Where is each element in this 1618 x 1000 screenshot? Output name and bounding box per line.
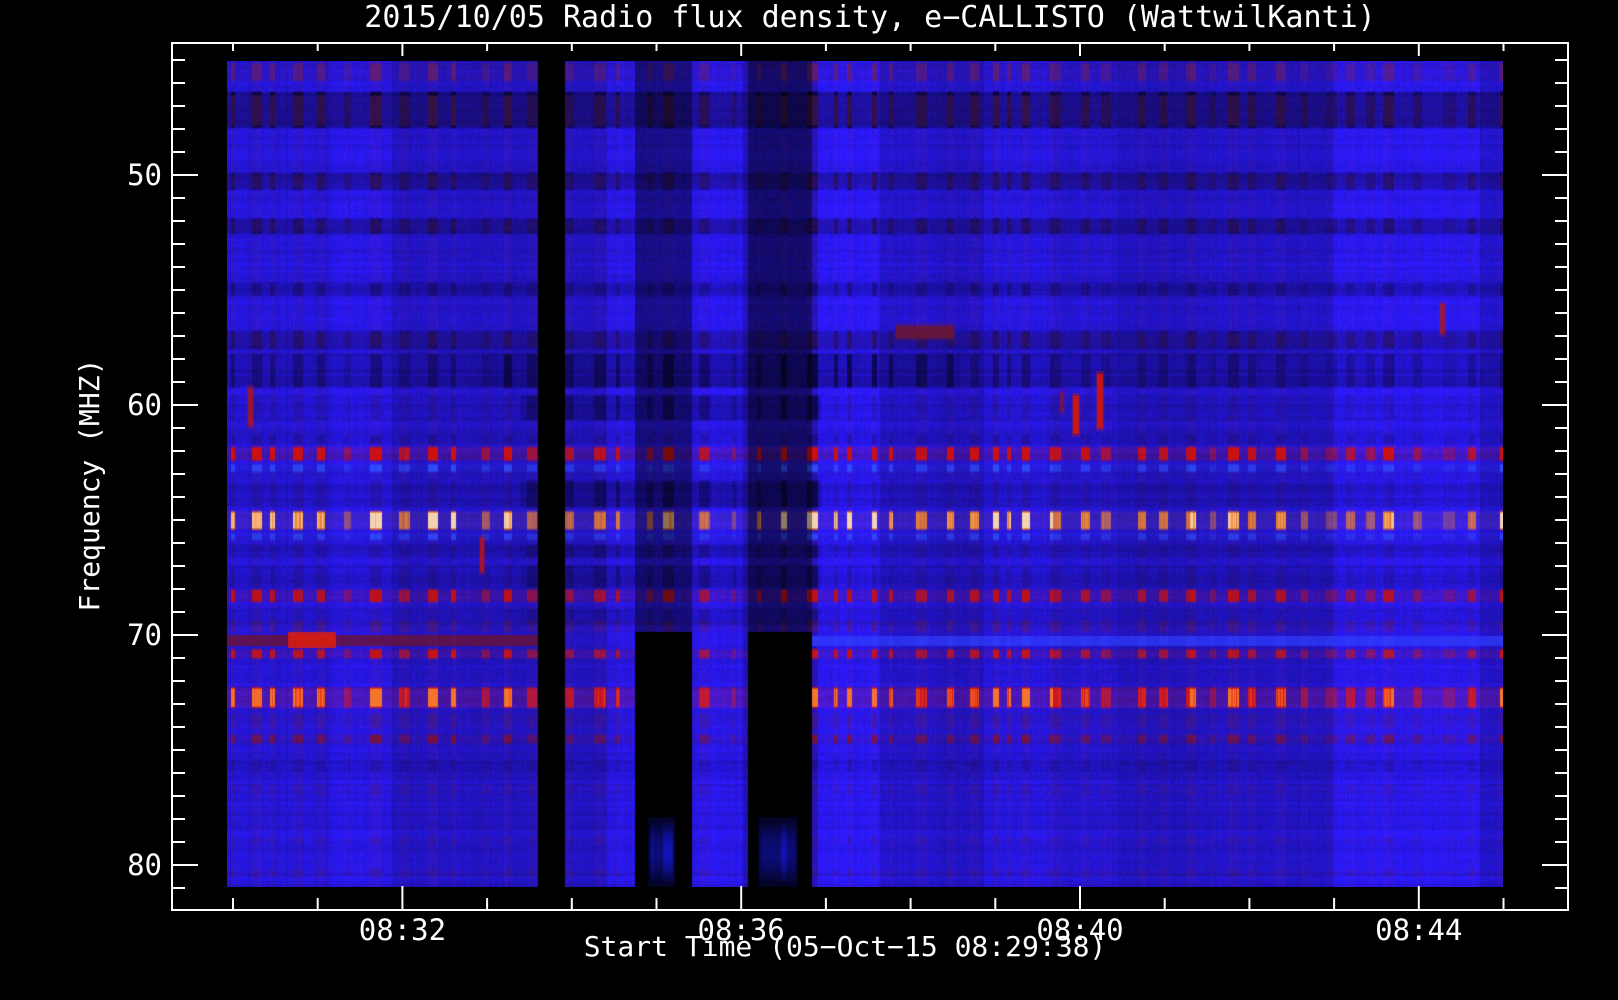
y-axis-title: Frequency (MHZ) [73, 358, 106, 612]
plot-frame [171, 42, 1569, 911]
plot-title: 2015/10/05 Radio flux density, e−CALLIST… [364, 0, 1376, 35]
x-tick-label-0844: 08:44 [1375, 913, 1463, 947]
spectrogram-image [227, 61, 1503, 887]
x-tick-label-0840: 08:40 [1036, 913, 1124, 947]
y-tick-label-60: 60 [127, 388, 162, 422]
y-tick-label-80: 80 [127, 848, 162, 882]
x-tick-label-0836: 08:36 [697, 913, 785, 947]
x-tick-label-0832: 08:32 [358, 913, 447, 947]
y-tick-label-50: 50 [127, 158, 162, 192]
x-axis-title: Start Time (05−Oct−15 08:29:38) [583, 930, 1107, 963]
y-tick-label-70: 70 [127, 618, 162, 652]
